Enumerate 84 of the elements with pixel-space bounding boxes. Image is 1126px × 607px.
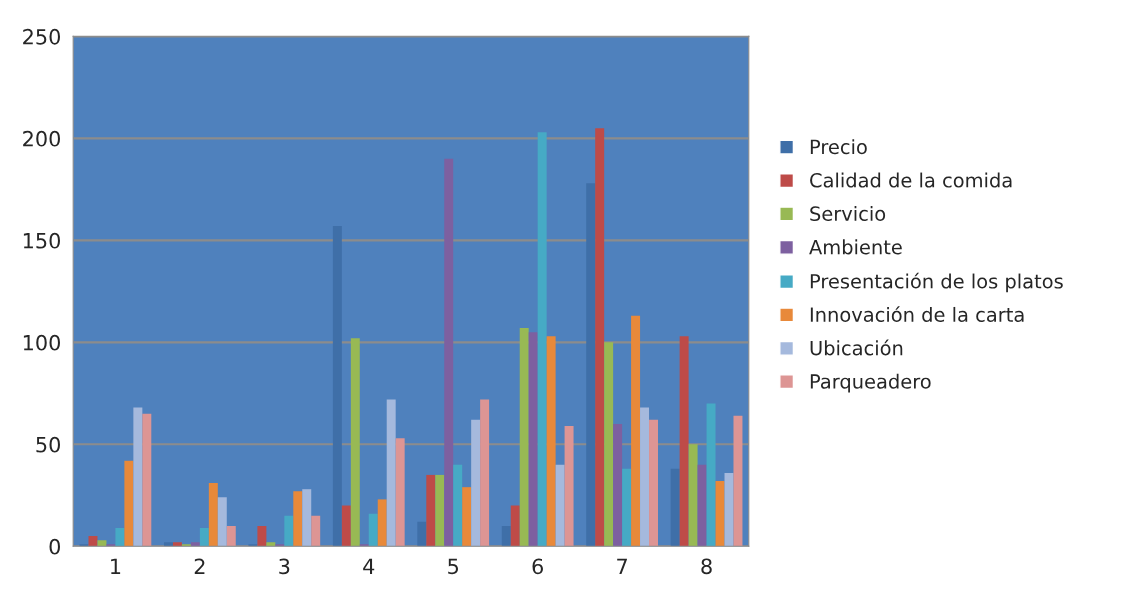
bar [293, 491, 303, 547]
bar [444, 158, 454, 547]
bar [226, 525, 236, 547]
y-tick-label: 200 [23, 130, 60, 147]
bar [106, 544, 116, 547]
x-tick-label: 2 [194, 558, 205, 574]
bar [377, 499, 387, 547]
bar [733, 415, 743, 547]
bar [275, 544, 285, 547]
x-tick-label: 5 [448, 558, 459, 575]
legend-label: Presentación de los platos [810, 272, 1063, 293]
bar [88, 536, 98, 547]
bar [426, 474, 436, 547]
bar [341, 505, 351, 547]
bar [604, 342, 614, 547]
bar [622, 468, 632, 547]
bar [163, 542, 173, 547]
bar [257, 525, 267, 547]
y-tick-label: 50 [36, 436, 60, 453]
bar [190, 542, 200, 547]
bar [97, 540, 107, 547]
y-tick-label: 0 [49, 538, 60, 555]
bar [586, 183, 596, 547]
bar [435, 474, 445, 547]
bar [124, 460, 134, 547]
bar [471, 419, 481, 547]
bar [332, 226, 342, 547]
bar [350, 338, 360, 547]
bar [181, 544, 191, 547]
legend-label: Calidad de la comida [810, 172, 1012, 188]
bar [688, 444, 698, 547]
x-tick-label: 7 [617, 558, 627, 574]
legend-label: Ubicación [810, 339, 903, 356]
bar [546, 336, 556, 547]
bar [395, 438, 405, 547]
bar [199, 527, 209, 547]
bar [555, 464, 565, 547]
bar [302, 489, 312, 547]
legend-label: Ambiente [809, 239, 902, 255]
bar [133, 407, 143, 547]
x-tick-label: 3 [279, 558, 290, 575]
bar [501, 525, 511, 547]
bar [528, 332, 538, 547]
bar [453, 464, 463, 547]
bar [715, 481, 725, 547]
bar [142, 413, 152, 547]
bar [284, 515, 294, 547]
bar [595, 128, 605, 547]
bar [564, 425, 574, 547]
bar [649, 419, 659, 547]
bar [510, 505, 520, 547]
y-tick-label: 150 [23, 232, 60, 249]
bar [115, 527, 125, 547]
bar [480, 399, 490, 547]
bar [679, 336, 689, 547]
bar [640, 407, 650, 547]
bar [172, 542, 182, 547]
bar [537, 132, 547, 547]
legend-label: Precio [810, 139, 867, 155]
y-tick-label: 250 [23, 28, 60, 45]
x-tick-label: 4 [363, 558, 375, 574]
legend-label: Innovación de la carta [810, 306, 1024, 322]
y-tick-label: 100 [23, 334, 60, 351]
bar [697, 464, 707, 547]
bar [613, 423, 623, 547]
x-tick-label: 8 [701, 558, 712, 575]
bar [208, 483, 218, 547]
x-tick-label: 6 [532, 558, 543, 575]
legend-label: Parqueadero [810, 373, 931, 393]
bar [311, 515, 321, 547]
bar [417, 521, 427, 547]
bar [368, 513, 378, 547]
bar [631, 315, 641, 547]
bar [266, 542, 276, 547]
legend-label: Servicio [810, 205, 886, 222]
bar [519, 328, 529, 547]
bar [248, 544, 258, 547]
bar [462, 487, 472, 547]
bar [217, 497, 227, 547]
x-tick-label: 1 [111, 558, 121, 574]
bar [359, 544, 369, 547]
bar [670, 468, 680, 547]
bar [386, 399, 396, 547]
bar [706, 403, 716, 547]
